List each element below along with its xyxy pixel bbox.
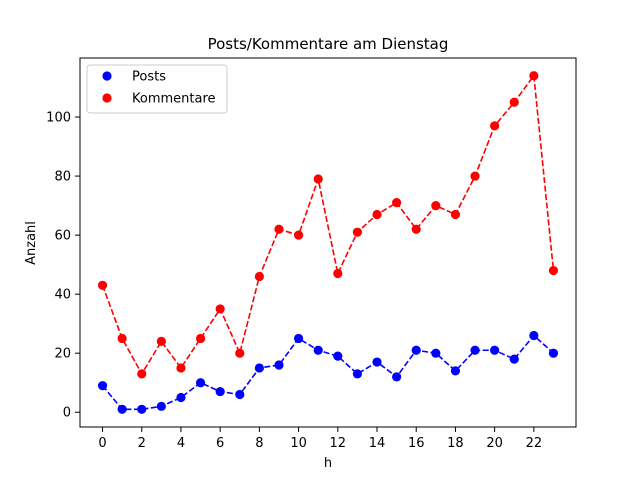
x-tick-label: 6 — [216, 436, 224, 451]
data-point — [529, 330, 539, 341]
data-point — [392, 372, 402, 382]
x-tick-label: 20 — [486, 436, 503, 451]
data-point — [450, 366, 461, 376]
series-line — [101, 73, 555, 376]
data-point — [274, 360, 284, 370]
legend-item: Posts — [102, 70, 166, 85]
legend: Posts Kommentare — [86, 64, 228, 114]
x-tick-label: 10 — [290, 436, 307, 451]
data-point — [176, 363, 186, 373]
data-point — [254, 271, 264, 282]
x-tick-label: 8 — [255, 436, 263, 451]
data-point — [352, 369, 363, 379]
data-point — [372, 357, 382, 367]
data-point — [137, 369, 147, 379]
x-tick-label: 14 — [369, 436, 386, 451]
data-point — [490, 345, 500, 355]
data-point — [333, 268, 343, 279]
chart-title: Posts/Kommentare am Dienstag — [208, 35, 449, 53]
x-axis: 0 2 4 6 8 10 12 14 16 18 20 22 — [98, 427, 542, 451]
plot-area — [79, 57, 577, 428]
data-point — [431, 348, 441, 358]
data-point — [372, 209, 382, 220]
data-point — [352, 227, 363, 237]
x-tick-label: 22 — [526, 436, 543, 451]
data-point — [156, 401, 166, 411]
series-kommentare — [97, 71, 559, 379]
data-point — [176, 392, 186, 403]
data-point — [392, 198, 402, 208]
y-tick-label: 40 — [54, 288, 71, 303]
data-point — [470, 345, 480, 355]
data-point — [548, 348, 559, 358]
data-point — [313, 174, 323, 184]
legend-marker — [102, 71, 112, 81]
y-tick-label: 20 — [54, 347, 71, 362]
data-point — [411, 345, 421, 355]
data-point — [548, 265, 559, 276]
data-point — [509, 354, 519, 364]
data-point — [97, 280, 108, 290]
data-point — [254, 363, 264, 373]
x-tick-label: 16 — [408, 436, 425, 451]
x-tick-label: 18 — [447, 436, 464, 451]
data-point — [490, 121, 500, 131]
data-point — [274, 224, 284, 234]
data-point — [333, 351, 343, 361]
legend-item: Kommentare — [102, 92, 216, 107]
data-point — [195, 333, 206, 344]
data-point — [215, 304, 225, 314]
y-axis-title: Anzahl — [24, 221, 39, 265]
legend-box — [86, 64, 228, 114]
data-point — [117, 333, 127, 344]
series-posts — [97, 330, 559, 414]
x-tick-label: 2 — [138, 436, 146, 451]
y-tick-label: 100 — [46, 111, 71, 126]
x-tick-label: 0 — [98, 436, 106, 451]
x-axis-title: h — [324, 456, 332, 471]
x-tick-label: 4 — [177, 436, 185, 451]
data-point — [529, 71, 539, 81]
data-point — [293, 333, 304, 344]
legend-label: Posts — [132, 70, 166, 85]
data-point — [215, 386, 225, 397]
data-point — [509, 97, 519, 107]
data-point — [156, 336, 166, 346]
x-tick-label: 12 — [330, 436, 347, 451]
legend-label: Kommentare — [132, 92, 216, 107]
data-point — [235, 348, 245, 358]
y-tick-label: 80 — [54, 170, 71, 185]
data-point — [293, 230, 304, 240]
series-layer — [97, 71, 559, 414]
data-point — [411, 224, 421, 234]
y-axis: 0 20 40 60 80 100 — [46, 111, 80, 421]
y-tick-label: 60 — [54, 229, 71, 244]
y-tick-label: 0 — [63, 406, 71, 421]
data-point — [195, 378, 206, 388]
legend-marker — [102, 93, 112, 103]
data-point — [470, 171, 480, 181]
data-point — [313, 345, 323, 355]
data-point — [117, 404, 127, 414]
data-point — [450, 209, 461, 220]
data-point — [431, 201, 441, 211]
data-point — [137, 404, 147, 414]
data-point — [97, 381, 108, 391]
data-point — [235, 389, 245, 400]
